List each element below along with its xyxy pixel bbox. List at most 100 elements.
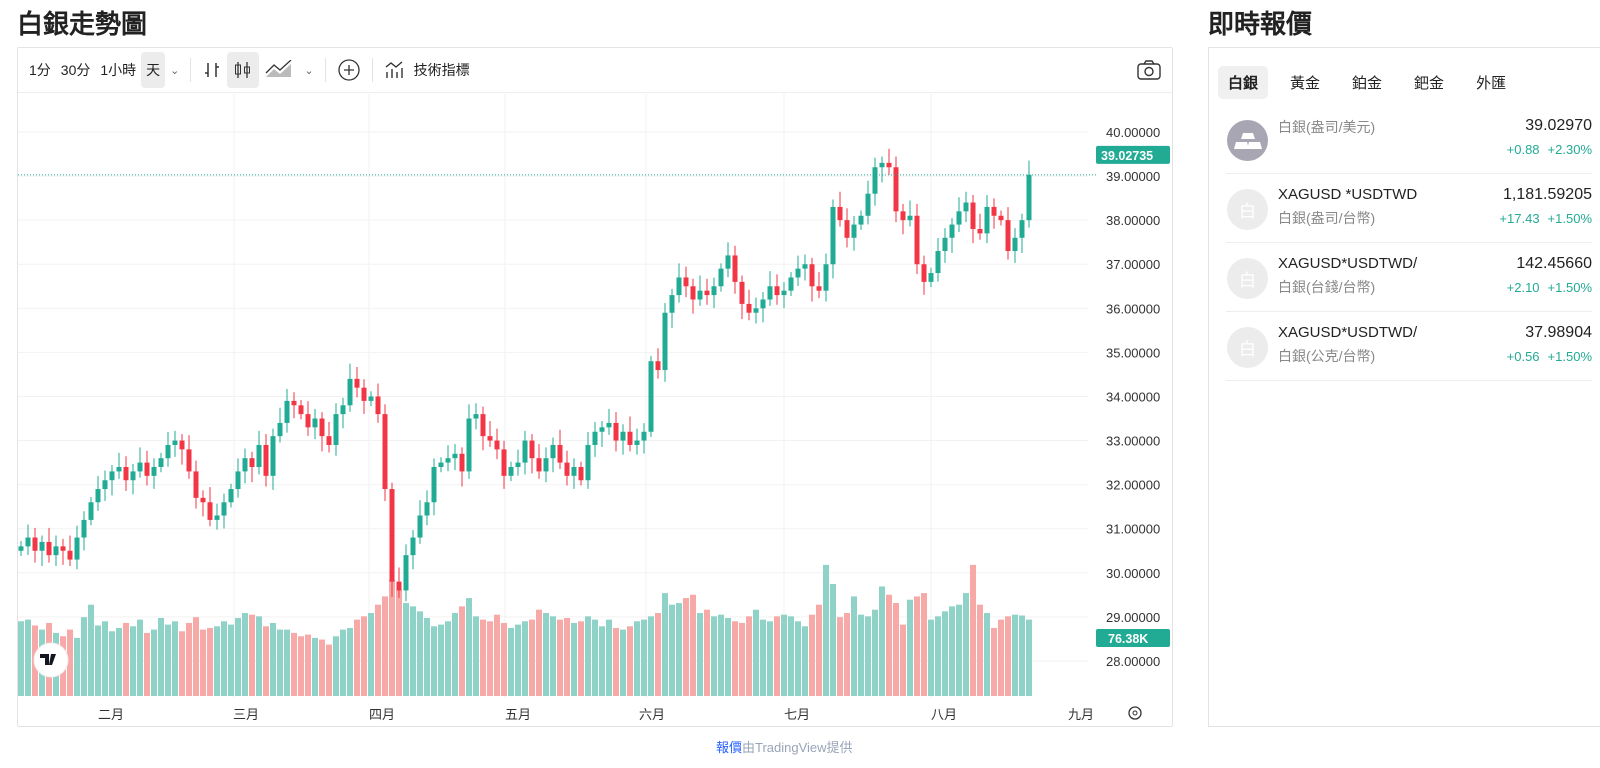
volume-bar bbox=[207, 627, 213, 696]
interval-1m[interactable]: 1分 bbox=[29, 62, 51, 78]
quote-desc: 白銀(公克/台幣) bbox=[1278, 348, 1376, 364]
volume-bar bbox=[18, 621, 24, 696]
quote-price: 37.98904 bbox=[1525, 324, 1592, 341]
candle-body bbox=[221, 502, 227, 516]
last-volume-tag bbox=[1096, 629, 1170, 647]
indicators-button[interactable]: 技術指標 bbox=[379, 52, 475, 88]
quote-row[interactable]: 白 XAGUSD*USDTWD/ 白銀(台錢/台幣) 142.45660 +2.1… bbox=[1226, 243, 1592, 312]
candle-body bbox=[403, 555, 409, 591]
candle-body bbox=[620, 431, 626, 441]
volume-bar bbox=[298, 636, 304, 696]
volume-bar bbox=[382, 596, 388, 696]
volume-bar bbox=[613, 627, 619, 696]
candle-body bbox=[536, 458, 542, 472]
indicators-icon bbox=[385, 61, 403, 78]
candle-body bbox=[550, 444, 556, 459]
last-price-tag bbox=[1096, 145, 1170, 164]
quote-change-pct: +2.30% bbox=[1547, 142, 1592, 157]
volume-bar bbox=[249, 614, 255, 696]
interval-1d[interactable]: 天 bbox=[141, 52, 166, 88]
candle-body bbox=[627, 431, 633, 445]
volume-bar bbox=[186, 622, 192, 696]
volume-bar bbox=[669, 604, 675, 696]
interval-1h[interactable]: 1小時 bbox=[100, 62, 137, 78]
candle-body bbox=[137, 462, 143, 472]
candle-body bbox=[319, 418, 325, 437]
volume-bar bbox=[928, 619, 934, 696]
candle-body bbox=[207, 502, 213, 520]
candle-body bbox=[32, 537, 38, 551]
volume-bar bbox=[662, 593, 668, 696]
volume-bar bbox=[368, 613, 374, 696]
tab-platinum[interactable]: 鉑金 bbox=[1352, 75, 1383, 92]
volume-bar bbox=[81, 617, 87, 696]
candle-body bbox=[487, 436, 493, 441]
volume-bar bbox=[270, 622, 276, 696]
volume-bar bbox=[921, 593, 927, 696]
tab-forex[interactable]: 外匯 bbox=[1476, 75, 1507, 92]
candle-body bbox=[277, 422, 283, 437]
chevron-down-icon[interactable]: ⌄ bbox=[304, 64, 314, 77]
candle-body bbox=[865, 193, 871, 216]
candle-body bbox=[599, 427, 605, 432]
candle-body bbox=[802, 264, 808, 269]
volume-bar bbox=[760, 619, 766, 696]
candle-body bbox=[361, 387, 367, 401]
volume-bar bbox=[74, 637, 80, 696]
price-chart[interactable]: 1分 30分 1小時 天 ⌄ ⌄ 技術指標 40.00000 39.00000 38… bbox=[17, 47, 1173, 727]
volume-bar bbox=[991, 627, 997, 696]
volume-bar bbox=[88, 604, 94, 696]
volume-bar bbox=[508, 627, 514, 696]
candle-body bbox=[886, 162, 892, 168]
volume-bar bbox=[585, 616, 591, 696]
tab-palladium[interactable]: 鈀金 bbox=[1414, 75, 1445, 92]
candle-body bbox=[242, 458, 248, 472]
volume-bar bbox=[228, 624, 234, 696]
attribution-link[interactable]: 報價 bbox=[716, 740, 743, 755]
volume-bar bbox=[690, 594, 696, 696]
candle-body bbox=[494, 440, 500, 450]
candle-body bbox=[949, 224, 955, 238]
volume-bar bbox=[487, 621, 493, 696]
chevron-down-icon[interactable]: ⌄ bbox=[170, 64, 180, 77]
tab-gold[interactable]: 黃金 bbox=[1290, 75, 1321, 92]
candle-body bbox=[165, 444, 171, 459]
volume-bar bbox=[137, 619, 143, 696]
candle-body bbox=[571, 467, 577, 476]
candle-body bbox=[1026, 174, 1032, 221]
candle-body bbox=[305, 414, 311, 428]
x-tick-label: 四月 bbox=[369, 707, 395, 722]
volume-bar bbox=[935, 616, 941, 696]
candle-body bbox=[172, 440, 178, 445]
add-compare-icon[interactable] bbox=[332, 52, 366, 88]
candle-body bbox=[424, 502, 430, 516]
interval-30m[interactable]: 30分 bbox=[60, 62, 91, 78]
volume-bar bbox=[501, 622, 507, 696]
volume-bar bbox=[956, 604, 962, 696]
candle-body bbox=[347, 378, 353, 406]
quote-title: 即時報價 bbox=[1208, 9, 1313, 39]
screenshot-icon[interactable] bbox=[1136, 59, 1162, 86]
candle-chart-type-icon[interactable] bbox=[227, 52, 260, 88]
candle-body bbox=[851, 224, 857, 238]
chart-settings-icon bbox=[1128, 706, 1142, 720]
candle-body bbox=[179, 440, 185, 450]
quote-row[interactable]: 白 XAGUSD *USDTWD 白銀(盎司/台幣) 1,181.59205 +1… bbox=[1226, 174, 1592, 243]
volume-bar bbox=[522, 621, 528, 696]
candle-body bbox=[753, 308, 759, 313]
candle-body bbox=[375, 396, 381, 415]
quote-desc: 白銀(盎司/台幣) bbox=[1278, 210, 1376, 226]
tab-silver[interactable]: 白銀 bbox=[1218, 66, 1269, 99]
candle-body bbox=[235, 471, 241, 490]
y-tick-label: 30.00000 bbox=[1106, 566, 1160, 581]
quote-row[interactable]: 白 XAGUSD*USDTWD/ 白銀(公克/台幣) 37.98904 +0.56… bbox=[1226, 312, 1592, 381]
quote-row[interactable]: 白銀(盎司/美元) 39.02970 +0.88 +2.30% bbox=[1226, 105, 1592, 174]
volume-bar bbox=[865, 616, 871, 696]
volume-bar bbox=[557, 619, 563, 696]
quote-price: 1,181.59205 bbox=[1503, 186, 1592, 203]
bar-chart-type-icon[interactable] bbox=[197, 52, 227, 88]
candle-body bbox=[81, 519, 87, 538]
area-chart-type-icon[interactable] bbox=[259, 52, 299, 88]
volume-bar bbox=[704, 609, 710, 696]
candle-body bbox=[284, 400, 290, 423]
